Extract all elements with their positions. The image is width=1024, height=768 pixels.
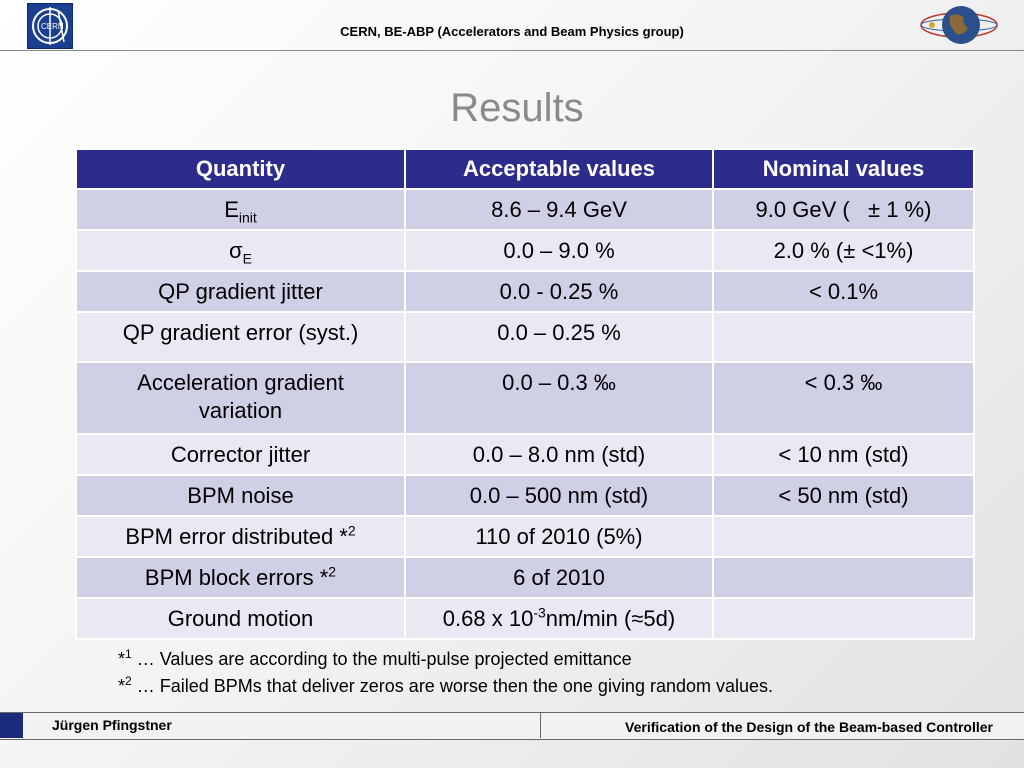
cell-nominal: [712, 311, 975, 363]
cell-nominal: 9.0 GeV ( ± 1 %): [712, 188, 975, 231]
table-row: QP gradient error (syst.) 0.0 – 0.25 %: [75, 311, 975, 363]
results-table: Quantity Acceptable values Nominal value…: [75, 148, 975, 640]
header-title: CERN, BE-ABP (Accelerators and Beam Phys…: [340, 24, 684, 39]
column-header-quantity: Quantity: [75, 148, 406, 190]
cell-quantity: Ground motion: [75, 597, 406, 640]
table-row: Einit 8.6 – 9.4 GeV 9.0 GeV ( ± 1 %): [75, 188, 975, 231]
table-row: Acceleration gradient variation 0.0 – 0.…: [75, 361, 975, 435]
cell-acceptable: 110 of 2010 (5%): [404, 515, 714, 558]
table-row: BPM block errors *2 6 of 2010: [75, 556, 975, 599]
cell-acceptable: 0.0 – 0.3 ‰: [404, 361, 714, 435]
cell-acceptable: 0.0 – 0.25 %: [404, 311, 714, 363]
footnotes: *1 … Values are according to the multi-p…: [118, 646, 773, 700]
cell-nominal: < 50 nm (std): [712, 474, 975, 517]
cell-quantity: BPM block errors *2: [75, 556, 406, 599]
cell-quantity: Acceleration gradient variation: [75, 361, 406, 435]
table-row: BPM error distributed *2 110 of 2010 (5%…: [75, 515, 975, 558]
cell-acceptable: 0.68 x 10-3nm/min (≈5d): [404, 597, 714, 640]
table-row: σE 0.0 – 9.0 % 2.0 % (± <1%): [75, 229, 975, 272]
approx-icon: ≈: [631, 606, 644, 631]
cell-nominal: [712, 597, 975, 640]
footer-divider: [540, 713, 1024, 738]
cell-nominal: < 0.3 ‰: [712, 361, 975, 435]
cell-acceptable: 0.0 – 500 nm (std): [404, 474, 714, 517]
table-row: QP gradient jitter 0.0 - 0.25 % < 0.1%: [75, 270, 975, 313]
slide-title: Results: [450, 86, 584, 130]
table-row: Corrector jitter 0.0 – 8.0 nm (std) < 10…: [75, 433, 975, 476]
cell-acceptable: 8.6 – 9.4 GeV: [404, 188, 714, 231]
footer-talk-title: Verification of the Design of the Beam-b…: [625, 719, 993, 735]
cell-quantity: σE: [75, 229, 406, 272]
footer-accent-block: [0, 713, 23, 738]
cell-acceptable: 0.0 - 0.25 %: [404, 270, 714, 313]
column-header-nominal: Nominal values: [712, 148, 975, 190]
footer-bar: [0, 712, 1024, 740]
footnote-2: *2 … Failed BPMs that deliver zeros are …: [118, 674, 774, 696]
column-header-acceptable: Acceptable values: [404, 148, 714, 190]
cell-quantity: Corrector jitter: [75, 433, 406, 476]
cell-nominal: < 10 nm (std): [712, 433, 975, 476]
cell-quantity: Einit: [75, 188, 406, 231]
cern-logo-icon: CERN: [27, 3, 73, 49]
globe-logo-icon: [918, 2, 1000, 48]
cell-nominal: 2.0 % (± <1%): [712, 229, 975, 272]
slide-header: CERN CERN, BE-ABP (Accelerators and Beam…: [0, 0, 1024, 51]
footer-author: Jürgen Pfingstner: [52, 717, 172, 733]
cell-quantity: BPM error distributed *2: [75, 515, 406, 558]
cell-quantity: QP gradient jitter: [75, 270, 406, 313]
cell-nominal: [712, 515, 975, 558]
footnote-1: *1 … Values are according to the multi-p…: [118, 647, 632, 669]
table-row: BPM noise 0.0 – 500 nm (std) < 50 nm (st…: [75, 474, 975, 517]
table-header-row: Quantity Acceptable values Nominal value…: [75, 148, 975, 190]
cell-acceptable: 0.0 – 9.0 %: [404, 229, 714, 272]
cell-acceptable: 6 of 2010: [404, 556, 714, 599]
cell-quantity: BPM noise: [75, 474, 406, 517]
table-row: Ground motion 0.68 x 10-3nm/min (≈5d): [75, 597, 975, 640]
cell-acceptable: 0.0 – 8.0 nm (std): [404, 433, 714, 476]
cern-logo-text: CERN: [41, 22, 64, 31]
cell-quantity: QP gradient error (syst.): [75, 311, 406, 363]
cell-nominal: [712, 556, 975, 599]
cell-nominal: < 0.1%: [712, 270, 975, 313]
